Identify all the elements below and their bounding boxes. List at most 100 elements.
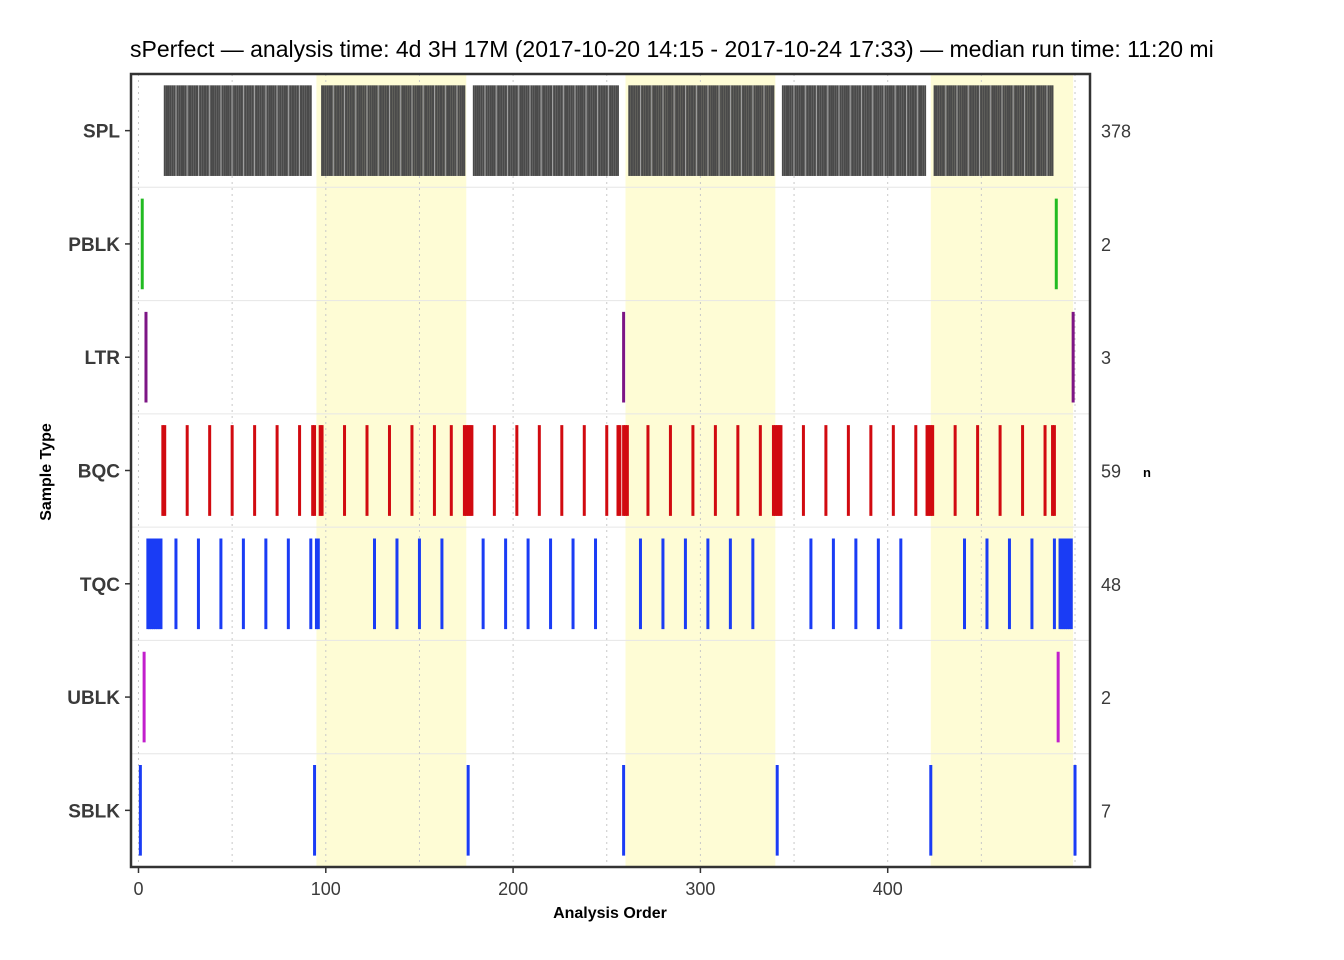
spl-mark xyxy=(165,85,168,176)
spl-mark xyxy=(167,85,170,176)
spl-mark xyxy=(615,85,618,176)
spl-mark xyxy=(440,85,443,176)
spl-mark xyxy=(785,85,788,176)
spl-mark xyxy=(873,85,876,176)
spl-mark xyxy=(866,85,869,176)
spl-mark xyxy=(557,85,559,176)
spl-mark xyxy=(302,85,305,176)
spl-mark xyxy=(641,85,644,176)
spl-mark xyxy=(1042,85,1045,176)
spl-mark xyxy=(602,85,604,176)
y-tick-label-sblk: SBLK xyxy=(68,801,120,822)
spl-mark xyxy=(523,85,526,176)
spl-mark xyxy=(476,85,479,176)
spl-mark xyxy=(1029,85,1031,176)
spl-mark xyxy=(669,85,672,176)
spl-mark xyxy=(712,85,715,176)
spl-mark xyxy=(461,85,464,176)
spl-mark xyxy=(731,85,734,176)
spl-mark xyxy=(836,85,839,176)
spl-mark xyxy=(418,85,421,176)
spl-mark xyxy=(997,85,1000,176)
spl-mark xyxy=(416,85,419,176)
spl-mark xyxy=(201,85,204,176)
spl-mark xyxy=(454,85,456,176)
spl-mark xyxy=(1044,85,1046,176)
spl-mark xyxy=(954,85,957,176)
spl-mark xyxy=(976,85,979,176)
spl-mark xyxy=(879,85,882,176)
spl-mark xyxy=(530,85,533,176)
spl-mark xyxy=(847,85,850,176)
spl-mark xyxy=(609,85,612,176)
spl-mark xyxy=(886,85,889,176)
spl-mark xyxy=(798,85,801,176)
spl-mark xyxy=(759,85,762,176)
spl-mark xyxy=(765,85,767,176)
spl-mark xyxy=(637,85,640,176)
spl-mark xyxy=(358,85,361,176)
spl-mark xyxy=(987,85,990,176)
spl-mark xyxy=(843,85,846,176)
spl-mark xyxy=(789,85,792,176)
spl-mark xyxy=(611,85,614,176)
spl-mark xyxy=(922,85,925,176)
spl-mark xyxy=(384,85,387,176)
y-tick-label-pblk: PBLK xyxy=(68,235,120,256)
spl-mark xyxy=(178,85,181,176)
spl-mark xyxy=(405,85,408,176)
spl-mark xyxy=(184,85,187,176)
spl-mark xyxy=(304,85,307,176)
spl-mark xyxy=(590,85,593,176)
spl-mark xyxy=(660,85,663,176)
spl-mark xyxy=(875,85,878,176)
y-tick-label-tqc: TQC xyxy=(80,575,120,596)
spl-mark xyxy=(570,85,573,176)
spl-mark xyxy=(190,85,192,176)
plot-panel: SPL 378 PBLK 2 LTR 3 BQC 59 TQC 48 UBLK 2 SBLK 7 0 100 2… xyxy=(67,72,1131,899)
spl-mark xyxy=(225,85,228,176)
spl-mark xyxy=(603,85,606,176)
spl-mark xyxy=(401,85,404,176)
spl-mark xyxy=(300,85,303,176)
spl-mark xyxy=(783,85,786,176)
spl-mark xyxy=(787,85,790,176)
highlight-block-1 xyxy=(316,74,467,867)
spl-mark xyxy=(375,85,378,176)
spl-mark xyxy=(635,85,638,176)
spl-mark xyxy=(341,85,344,176)
spl-mark xyxy=(188,85,191,176)
spl-mark xyxy=(337,85,340,176)
spl-mark xyxy=(336,85,338,176)
spl-mark xyxy=(176,85,179,176)
spl-mark xyxy=(617,85,619,176)
spl-mark xyxy=(394,85,397,176)
spl-mark xyxy=(244,85,247,176)
spl-mark xyxy=(877,85,880,176)
spl-mark xyxy=(345,85,348,176)
spl-mark xyxy=(613,85,616,176)
y-tick-label-ltr: LTR xyxy=(84,348,120,369)
spl-mark xyxy=(1047,85,1050,176)
spl-mark xyxy=(630,85,633,176)
spl-mark xyxy=(935,85,938,176)
spl-mark xyxy=(409,85,412,176)
spl-mark xyxy=(950,85,953,176)
spl-mark xyxy=(560,85,563,176)
spl-mark xyxy=(738,85,741,176)
spl-mark xyxy=(306,85,309,176)
spl-mark xyxy=(993,85,996,176)
spl-mark xyxy=(324,85,327,176)
spl-mark xyxy=(832,85,835,176)
spl-mark xyxy=(502,85,505,176)
spl-mark xyxy=(500,85,503,176)
spl-mark xyxy=(472,85,475,176)
spl-mark xyxy=(296,85,299,176)
spl-mark xyxy=(594,85,597,176)
spl-mark xyxy=(851,85,854,176)
spl-mark xyxy=(742,85,745,176)
spl-mark xyxy=(896,85,899,176)
spl-mark xyxy=(942,85,945,176)
spl-mark xyxy=(901,85,904,176)
spl-mark xyxy=(572,85,574,176)
